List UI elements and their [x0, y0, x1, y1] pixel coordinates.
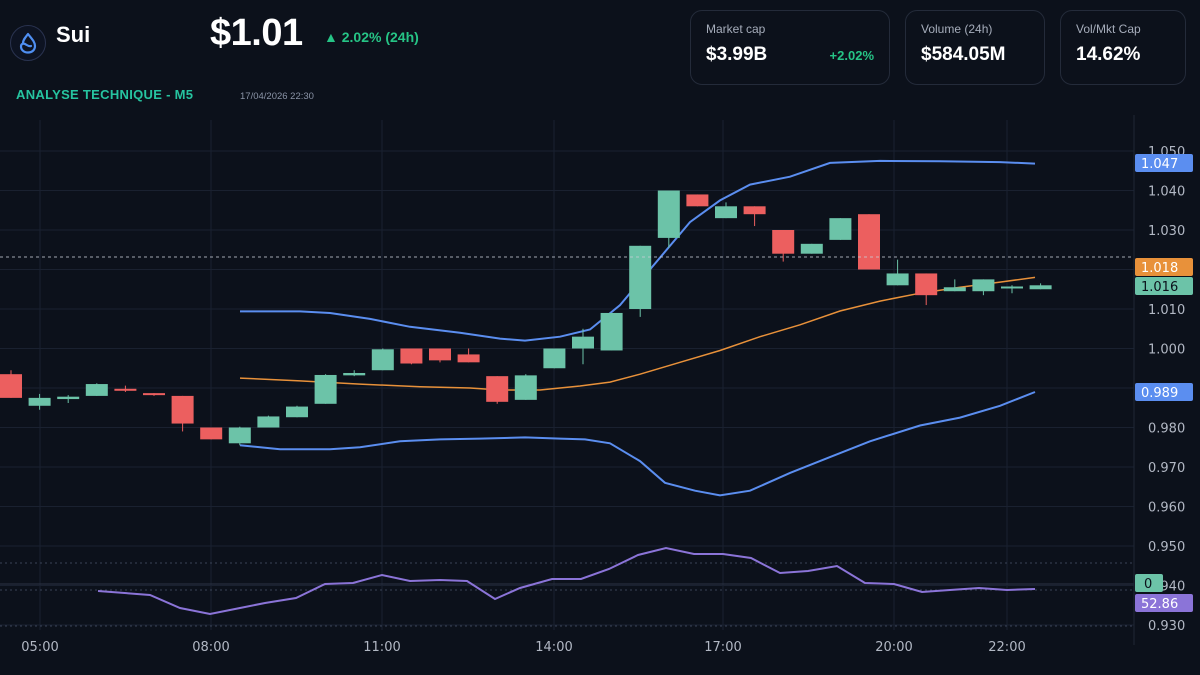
svg-text:05:00: 05:00: [21, 640, 58, 655]
svg-text:1.040: 1.040: [1148, 185, 1185, 200]
timestamp: 17/04/2026 22:30: [240, 91, 314, 102]
section-title: ANALYSE TECHNIQUE - M5: [16, 87, 194, 102]
svg-text:11:00: 11:00: [363, 640, 400, 655]
sui-logo: [10, 25, 46, 61]
market-cap-delta: +2.02%: [829, 48, 874, 63]
svg-text:1.018: 1.018: [1141, 261, 1178, 276]
vol-mkt-cap-value: 14.62%: [1076, 44, 1141, 65]
svg-text:1.047: 1.047: [1141, 157, 1178, 172]
svg-text:0.960: 0.960: [1148, 501, 1185, 516]
candles: [0, 190, 1052, 446]
time-axis-labels: 05:00 08:00 11:00 14:00 17:00 20:00 22:00: [21, 640, 1025, 655]
svg-text:0.930: 0.930: [1148, 619, 1185, 634]
svg-text:20:00: 20:00: [875, 640, 912, 655]
volume-card: Volume (24h) $584.05M: [905, 10, 1045, 85]
svg-text:0.950: 0.950: [1148, 540, 1185, 555]
svg-text:1.000: 1.000: [1148, 343, 1185, 358]
svg-text:1.016: 1.016: [1141, 280, 1178, 295]
svg-text:0.989: 0.989: [1141, 386, 1178, 401]
svg-text:22:00: 22:00: [988, 640, 1025, 655]
volume-label: Volume (24h): [921, 22, 993, 36]
coin-name: Sui: [56, 22, 91, 47]
rsi-line: [97, 546, 1036, 616]
price-axis[interactable]: [1134, 115, 1200, 645]
candlestick-chart[interactable]: 1.0501.0401.0301.0201.0101.0000.9900.980…: [0, 115, 1200, 675]
market-cap-label: Market cap: [706, 22, 766, 36]
svg-text:1.030: 1.030: [1148, 224, 1185, 239]
svg-text:0: 0: [1144, 577, 1152, 592]
rsi-level-lines: [0, 562, 1134, 627]
price-tags: 1.047 1.018 1.016 0.989 0 52.86: [1135, 154, 1193, 612]
svg-text:14:00: 14:00: [535, 640, 572, 655]
volume-value: $584.05M: [921, 44, 1006, 65]
indicator-lines: [239, 159, 1036, 497]
grid-lines: [0, 120, 1134, 630]
vol-mkt-cap-label: Vol/Mkt Cap: [1076, 22, 1141, 36]
svg-text:17:00: 17:00: [704, 640, 741, 655]
vol-mkt-cap-card: Vol/Mkt Cap 14.62%: [1060, 10, 1186, 85]
header: Sui $1.01 ▲ 2.02% (24h) ANALYSE TECHNIQU…: [0, 0, 1200, 115]
market-cap-card: Market cap $3.99B +2.02%: [690, 10, 890, 85]
svg-text:1.010: 1.010: [1148, 303, 1185, 318]
svg-text:52.86: 52.86: [1141, 597, 1178, 612]
sui-droplet-icon: [19, 32, 37, 54]
current-price: $1.01: [210, 12, 303, 54]
svg-text:0.970: 0.970: [1148, 461, 1185, 476]
price-change-24h: ▲ 2.02% (24h): [324, 29, 419, 45]
svg-text:08:00: 08:00: [192, 640, 229, 655]
svg-text:0.980: 0.980: [1148, 422, 1185, 437]
market-cap-value: $3.99B: [706, 44, 768, 65]
